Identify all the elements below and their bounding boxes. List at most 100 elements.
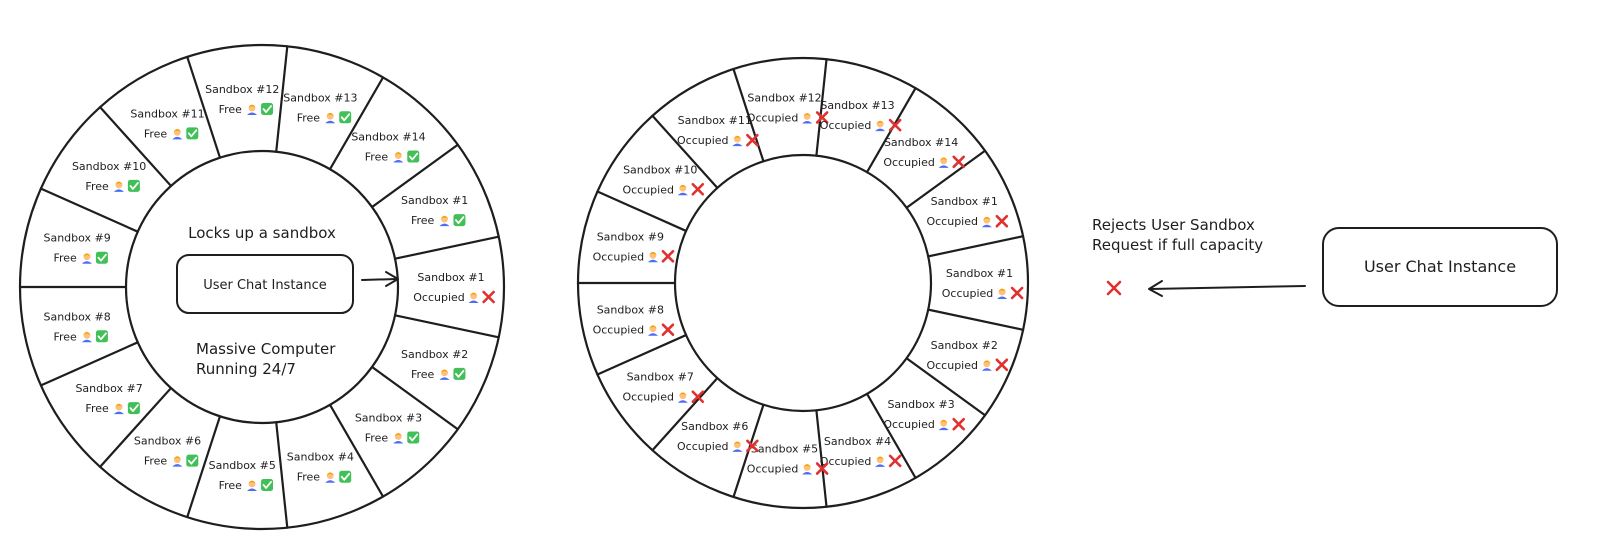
sandbox-slot[interactable]: Sandbox #8 Occupied [593,304,675,337]
green-check-icon [407,150,420,163]
sandbox-slot-title: Sandbox #7 [75,382,142,395]
sandbox-slot-title: Sandbox #13 [820,99,894,112]
sandbox-slot[interactable]: Sandbox #11 Occupied [677,114,759,147]
slot-divider [39,341,139,387]
sandbox-slot-status: Occupied [926,359,978,372]
sandbox-slot-status: Free [365,151,389,164]
slot-divider [186,55,222,159]
sandbox-slot[interactable]: Sandbox #9 Free [43,232,110,265]
center-caption-line1: Massive Computer [196,340,336,358]
person-icon [468,292,479,303]
sandbox-slot[interactable]: Sandbox #8 Free [43,310,110,343]
red-x-icon [952,417,966,431]
person-icon [732,441,743,452]
red-x-icon [661,250,675,263]
sandbox-slot-title: Sandbox #11 [130,107,204,120]
sandbox-slot-status: Occupied [622,391,674,404]
sandbox-slot[interactable]: Sandbox #6 Occupied [677,420,759,453]
sandbox-slot[interactable]: Sandbox #3 Occupied [883,398,966,431]
sandbox-slot[interactable]: Sandbox #12 Occupied [747,91,829,124]
rejection-x-icon [1106,280,1122,296]
person-icon [802,464,813,475]
sandbox-slot[interactable]: Sandbox #5 Occupied [747,443,829,476]
person-icon [938,419,949,431]
sandbox-slot[interactable]: Sandbox #4 Free [287,451,354,484]
person-icon [393,433,404,444]
sandbox-slot-status: Occupied [883,156,935,169]
user-chat-instance[interactable]: User Chat Instance [1322,227,1558,307]
center-user-chat-label: User Chat Instance [203,278,327,293]
green-check-icon [453,214,466,227]
person-icon [325,112,336,124]
sandbox-slot-status: Free [411,368,435,381]
person-icon [875,120,886,132]
red-x-icon [746,439,759,453]
sandbox-slot[interactable]: Sandbox #13 Free [283,91,357,124]
sandbox-slot-status: Free [144,455,168,468]
person-icon [393,152,404,163]
sandbox-slot[interactable]: Sandbox #1 Occupied [413,271,495,304]
slot-divider [815,58,828,157]
sandbox-slot[interactable]: Sandbox #14 Occupied [883,136,966,169]
sandbox-slot-status: Occupied [413,291,465,304]
slot-divider [370,365,459,431]
slot-divider [393,235,500,260]
person-icon [439,215,450,227]
person-icon [247,480,258,491]
sandbox-slot[interactable]: Sandbox #2 Free [401,348,468,381]
sandbox-slot-title: Sandbox #14 [351,131,425,144]
green-check-icon [261,103,274,116]
red-x-icon [482,290,495,304]
sandbox-slot[interactable]: Sandbox #12 Free [205,83,279,116]
sandbox-slot[interactable]: Sandbox #1 Occupied [926,195,1009,228]
sandbox-slot-status: Occupied [883,418,935,431]
green-check-icon [453,367,466,380]
sandbox-slot[interactable]: Sandbox #2 Occupied [926,339,1009,372]
green-check-icon [127,179,140,192]
sandbox-slot-status: Occupied [942,287,994,300]
person-icon [172,128,183,140]
person-icon [81,331,92,343]
slot-divider [39,187,139,233]
sandbox-slot[interactable]: Sandbox #7 Free [75,382,142,415]
red-x-icon [888,118,902,132]
sandbox-slot[interactable]: Sandbox #6 Free [134,435,201,468]
sandbox-slot[interactable]: Sandbox #11 Free [130,107,204,140]
sandbox-slot[interactable]: Sandbox #1 Free [401,194,468,227]
sandbox-slot-status: Free [297,111,321,124]
sandbox-slot-status: Free [144,127,168,140]
sandbox-slot[interactable]: Sandbox #9 Occupied [593,230,675,263]
arrow-icon [361,271,399,287]
sandbox-slot[interactable]: Sandbox #13 Occupied [820,99,902,132]
person-icon [647,325,658,336]
sandbox-slot[interactable]: Sandbox #7 Occupied [622,371,705,404]
sandbox-slot-title: Sandbox #1 [931,195,998,208]
user-chat-instance-label: User Chat Instance [1364,257,1516,276]
person-icon [677,392,688,403]
sandbox-slot[interactable]: Sandbox #3 Free [355,411,422,444]
sandbox-slot[interactable]: Sandbox #1 Occupied [942,267,1024,300]
sandbox-slot-title: Sandbox #7 [627,371,694,384]
center-user-chat-box[interactable] [176,254,354,314]
sandbox-slot[interactable]: Sandbox #5 Free [209,459,276,492]
slot-divider [186,415,222,519]
sandbox-slot-title: Sandbox #6 [134,435,201,448]
person-icon [172,456,183,467]
sandbox-slot-status: Free [365,431,389,444]
user-chat-instance-box[interactable] [1322,227,1558,307]
slot-divider [393,314,500,339]
center-title: Locks up a sandbox [188,224,336,242]
sandbox-slot-status: Occupied [677,440,729,453]
sandbox-slot[interactable]: Sandbox #4 Occupied [820,435,902,468]
sandbox-slot[interactable]: Sandbox #10 Occupied [622,163,705,196]
sandbox-slot-status: Free [53,252,77,265]
sandbox-slot-title: Sandbox #10 [72,160,146,173]
center-caption-line2: Running 24/7 [196,360,296,378]
sandbox-slot-title: Sandbox #6 [681,420,748,433]
sandbox-slot-title: Sandbox #2 [401,348,468,361]
sandbox-slot-status: Free [53,330,77,343]
sandbox-slot[interactable]: Sandbox #14 Free [351,131,425,164]
sandbox-slot[interactable]: Sandbox #10 Free [72,160,146,193]
sandbox-slot-title: Sandbox #9 [43,232,110,245]
